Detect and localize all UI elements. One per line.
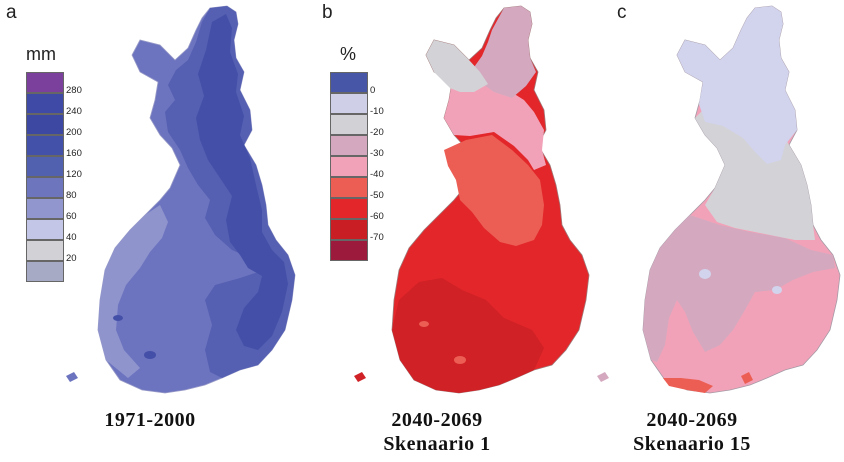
- panel-b-legend-swatch: [330, 219, 368, 240]
- map-b-grey-north-zone: [426, 40, 488, 92]
- panel-a-legend-swatch: [26, 261, 64, 282]
- panel-b-legend-label: -20: [370, 127, 384, 138]
- panel-b-legend-label: -30: [370, 148, 384, 159]
- panel-a-legend-label: 240: [66, 106, 82, 117]
- panel-a-legend-label: 20: [66, 253, 77, 264]
- panel-b-letter: b: [322, 2, 333, 23]
- panel-b-caption-scenario: Skenaario 1: [383, 433, 491, 455]
- map-b-lake: [419, 321, 429, 327]
- panel-b-caption: 2040-2069 Skenaario 1: [372, 408, 502, 456]
- panel-b-legend-swatch: [330, 135, 368, 156]
- panel-a-legend-swatch: [26, 198, 64, 219]
- panel-c-caption-period: 2040-2069: [646, 409, 738, 431]
- panel-a-legend-swatch: [26, 93, 64, 114]
- panel-a-caption: 1971-2000: [90, 408, 210, 432]
- map-a-darkest-zone: [196, 14, 288, 350]
- panel-b-legend-swatch: [330, 240, 368, 261]
- map-b-pink-north-zone: [444, 80, 546, 170]
- map-a-lake: [113, 315, 123, 321]
- map-a-lake: [177, 110, 193, 130]
- map-a-lake: [144, 351, 156, 359]
- panel-b-legend-swatch: [330, 93, 368, 114]
- panel-b-legend-label: 0: [370, 85, 376, 96]
- panel-b-legend-swatch: [330, 198, 368, 219]
- panel-a-legend-swatch: [26, 219, 64, 240]
- panel-b-legend-label: -50: [370, 190, 384, 201]
- panel-b-legend-swatch: [330, 156, 368, 177]
- panel-a-legend-label: 280: [66, 85, 82, 96]
- panel-a-legend-label: 160: [66, 148, 82, 159]
- map-a-light-south-zone: [98, 205, 168, 378]
- panel-b-legend-label: -10: [370, 106, 384, 117]
- map-b-mauve-arm-zone: [472, 6, 536, 98]
- map-b-orange-central-zone: [444, 135, 544, 246]
- panel-a-legend-swatch: [26, 72, 64, 93]
- panel-b-unit-label: %: [340, 44, 357, 64]
- map-b-lake: [454, 356, 466, 364]
- map-c-aland-islands: [597, 372, 609, 382]
- map-c-mauve-west-zone: [643, 215, 835, 362]
- panel-a-unit-label: mm: [26, 44, 56, 64]
- map-c-orange-south-coast: [663, 378, 713, 393]
- panel-b-legend-label: -60: [370, 211, 384, 222]
- panel-a-legend-swatch: [26, 135, 64, 156]
- panel-b-legend-label: -70: [370, 232, 384, 243]
- panel-c-caption-scenario: Skenaario 15: [633, 433, 751, 455]
- panel-c-caption: 2040-2069 Skenaario 15: [622, 408, 762, 456]
- map-a-aland-islands: [66, 372, 78, 382]
- panel-a-caption-period: 1971-2000: [104, 409, 196, 431]
- panel-a-legend-swatch: [26, 156, 64, 177]
- panel-b-legend-swatch: [330, 177, 368, 198]
- panel-a-legend-swatch: [26, 240, 64, 261]
- panel-a-letter: a: [6, 2, 17, 23]
- panel-a-legend-swatch: [26, 177, 64, 198]
- panel-a-legend-label: 200: [66, 127, 82, 138]
- map-b-dark-red-southwest-zone: [392, 278, 544, 393]
- panel-b-legend-swatch: [330, 72, 368, 93]
- panel-a-legend-label: 60: [66, 211, 77, 222]
- panel-b-legend-swatch: [330, 114, 368, 135]
- panel-a-legend-swatch: [26, 114, 64, 135]
- map-c-orange-south-coast: [741, 372, 753, 384]
- panel-a-legend-label: 40: [66, 232, 77, 243]
- panel-b-caption-period: 2040-2069: [391, 409, 483, 431]
- map-c-lake: [699, 269, 711, 279]
- panel-a-legend-label: 120: [66, 169, 82, 180]
- panel-c-letter: c: [617, 2, 627, 23]
- map-c-lavender-north-zone: [677, 6, 797, 164]
- panel-b-legend-label: -40: [370, 169, 384, 180]
- map-b-aland-islands: [354, 372, 366, 382]
- panel-a-legend-label: 80: [66, 190, 77, 201]
- map-c-lake: [772, 286, 782, 294]
